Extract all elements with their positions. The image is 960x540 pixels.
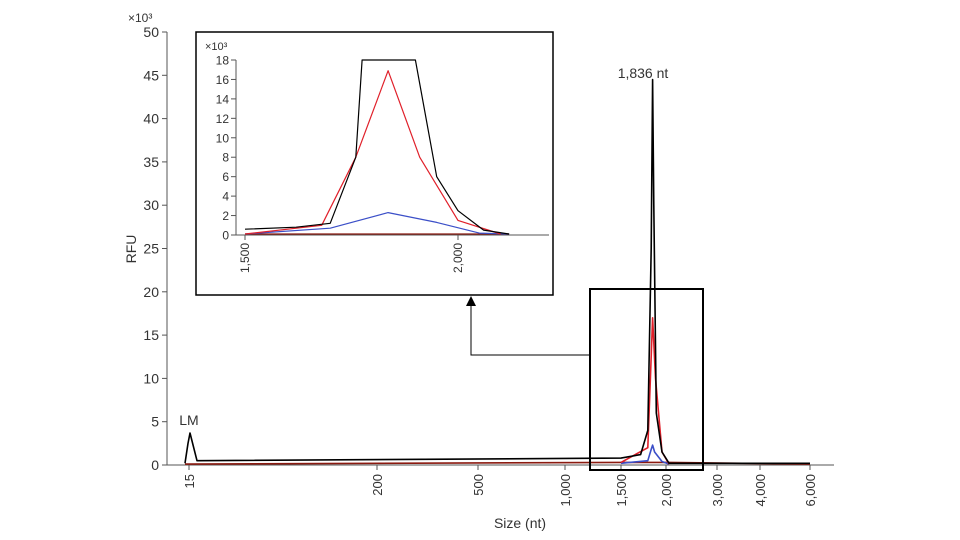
main-x-tick-label: 1,500: [614, 474, 629, 507]
inset-y-tick-label: 16: [216, 73, 230, 87]
main-trace-black: [184, 78, 810, 465]
main-x-tick-label: 1,000: [558, 474, 573, 507]
zoom-region-box: [589, 288, 704, 471]
inset-y-tick-label: 12: [216, 112, 230, 126]
inset-y-tick-label: 0: [222, 229, 229, 243]
zoom-connector-line: [470, 300, 590, 356]
inset-y-multiplier: ×10³: [205, 41, 228, 53]
inset-x-tick-label: 2,000: [451, 243, 465, 273]
main-x-tick-label: 2,000: [659, 474, 674, 507]
main-y-ticks: 0 5 10 15 20 25 30 35 40 45 50: [143, 24, 167, 473]
inset-trace-red: [244, 70, 501, 235]
annotation-lm: LM: [179, 412, 198, 428]
inset-y-tick-label: 14: [216, 92, 230, 106]
main-y-multiplier: ×10³: [128, 11, 152, 25]
inset-y-tick-label: 10: [216, 131, 230, 145]
inset-y-tick-label: 8: [222, 151, 229, 165]
main-y-tick-label: 25: [143, 241, 159, 257]
main-y-tick-label: 15: [143, 327, 159, 343]
main-y-axis-label: RFU: [123, 235, 139, 264]
main-y-tick-label: 45: [143, 67, 159, 83]
main-traces: [184, 78, 811, 465]
zoom-connector-arrowhead: [466, 296, 476, 306]
annotation-peak-size: 1,836 nt: [618, 65, 669, 81]
main-x-tick-label: 6,000: [803, 474, 818, 507]
main-trace-blue: [620, 444, 670, 465]
inset-panel-frame: [195, 31, 554, 296]
main-x-tick-label: 15: [182, 474, 197, 488]
inset-y-tick-label: 2: [222, 209, 229, 223]
main-x-ticks: 15 200 500 1,000 1,500 2,000 3,000 4,000 6,000: [182, 465, 818, 507]
main-y-tick-label: 30: [143, 197, 159, 213]
main-x-tick-label: 200: [370, 474, 385, 496]
inset-trace-blue: [244, 212, 510, 235]
main-y-tick-label: 10: [143, 370, 159, 386]
inset-x-tick-label: 1,500: [238, 243, 252, 273]
main-y-tick-label: 5: [151, 414, 159, 430]
inset-traces: [244, 59, 510, 235]
main-x-tick-label: 500: [471, 474, 486, 496]
main-y-tick-label: 50: [143, 24, 159, 40]
inset-y-tick-label: 4: [222, 190, 229, 204]
main-x-tick-label: 3,000: [710, 474, 725, 507]
main-x-axis-label: Size (nt): [494, 515, 546, 531]
inset-y-tick-label: 6: [222, 170, 229, 184]
main-y-tick-label: 40: [143, 111, 159, 127]
inset-y-ticks: 0 2 4 6 8 10 12 14 16 18: [216, 54, 236, 243]
main-y-tick-label: 20: [143, 284, 159, 300]
inset-y-tick-label: 18: [216, 54, 230, 68]
inset-trace-black: [244, 59, 510, 235]
main-y-tick-label: 35: [143, 154, 159, 170]
main-y-tick-label: 0: [151, 457, 159, 473]
inset-x-ticks: 1,500 2,000: [238, 235, 465, 273]
main-x-tick-label: 4,000: [753, 474, 768, 507]
